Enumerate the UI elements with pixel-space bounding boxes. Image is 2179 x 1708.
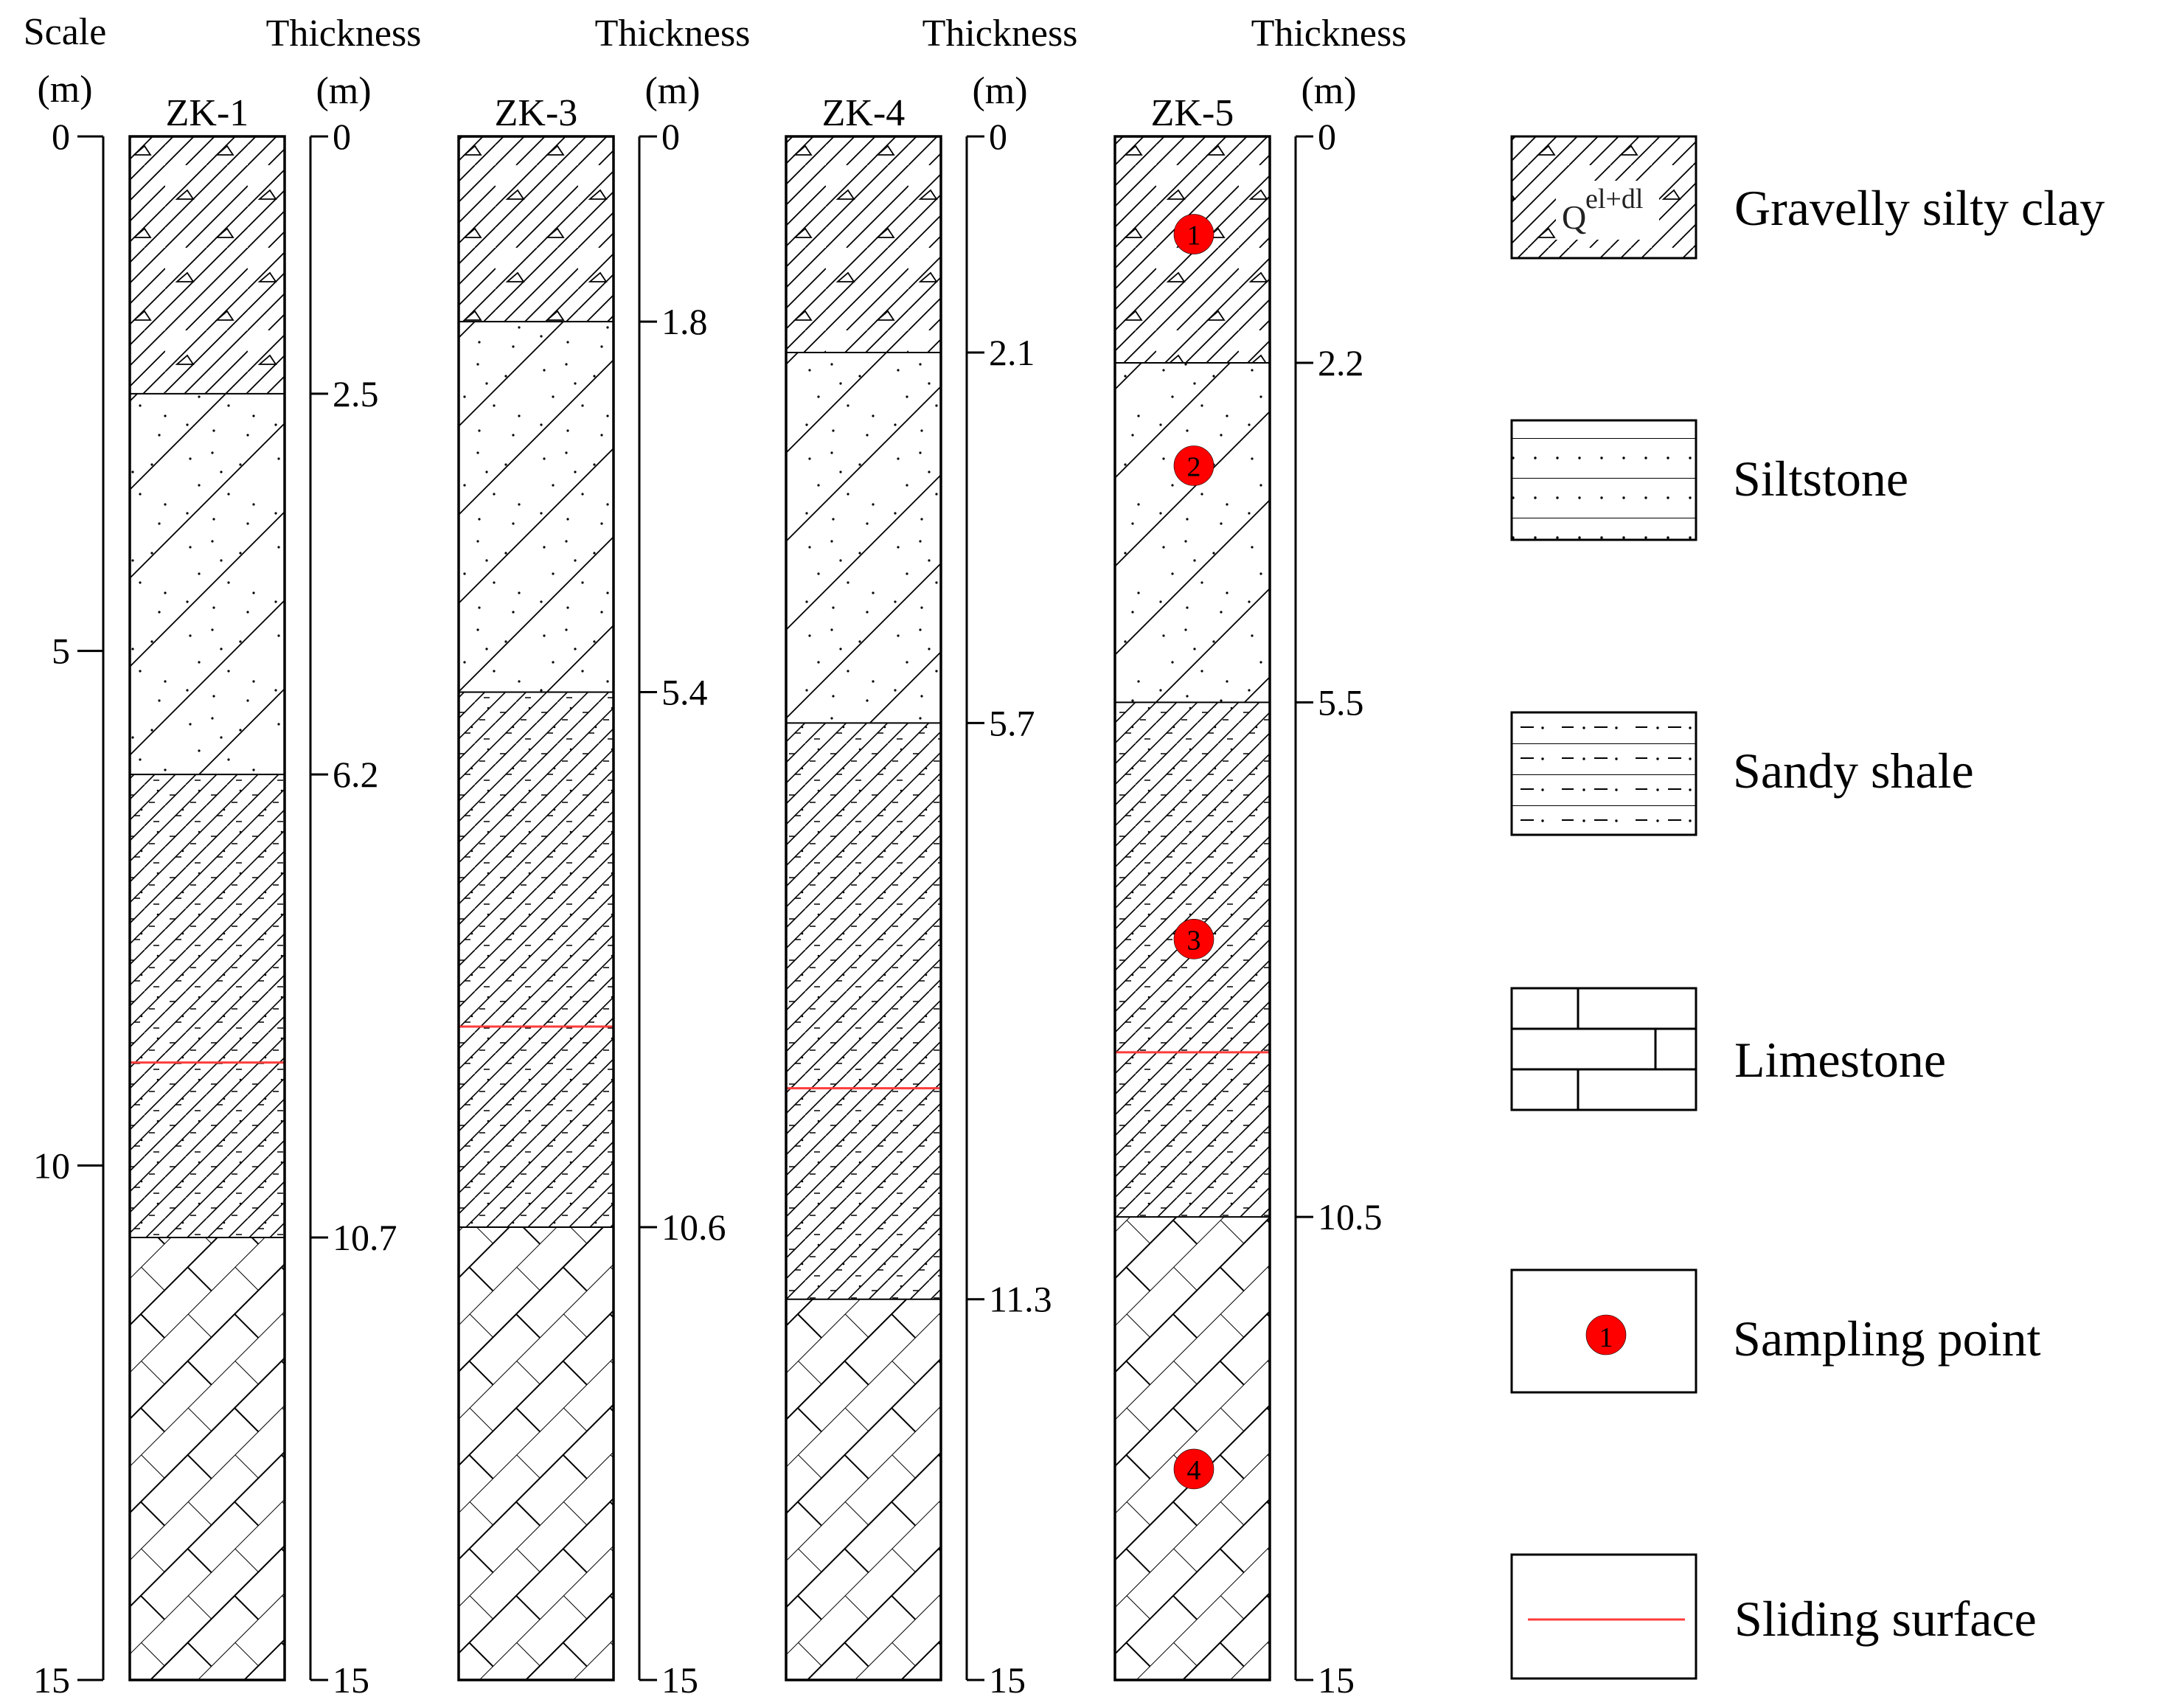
thickness-tick-label: 10.6 xyxy=(661,1207,726,1248)
scale-axis: Scale (m) 0 5 10 15 xyxy=(24,11,107,1701)
legend-label-sampling-point: Sampling point xyxy=(1733,1310,2041,1367)
borehole-title: ZK-3 xyxy=(495,92,578,134)
borehole-zk-4: ZK-4 Thickness (m)0 2.1 5.7 11.3 15 xyxy=(785,13,1078,1701)
thickness-tick-label: 1.8 xyxy=(661,301,708,342)
legend-symbol-q: Q xyxy=(1562,198,1586,236)
legend-symbol-superscript: el+dl xyxy=(1585,184,1643,215)
thickness-title: Thickness xyxy=(922,13,1078,55)
layer-sandy-shale xyxy=(1115,702,1270,1218)
thickness-tick-label: 0 xyxy=(333,116,351,157)
layer-sandy-shale xyxy=(459,692,614,1228)
legend-label-gravelly-silty-clay: Gravelly silty clay xyxy=(1734,180,2105,236)
layer-gravelly-silty-clay xyxy=(130,136,285,394)
sampling-point-marker xyxy=(1173,214,1214,254)
thickness-tick-label: 0 xyxy=(661,116,680,157)
legend: Q el+dl Gravelly silty clay Siltstone Sa… xyxy=(1510,135,2105,1680)
thickness-tick-label: 6.2 xyxy=(333,754,379,795)
borehole-zk-3: ZK-3 Thickness (m)0 1.8 5.4 10.6 15 xyxy=(457,13,751,1701)
legend-marker-label: 1 xyxy=(1599,1322,1613,1353)
layer-gravelly-silty-clay xyxy=(786,136,941,353)
layer-siltstone xyxy=(786,353,941,723)
thickness-tick-label: 10.7 xyxy=(333,1217,397,1258)
layer-limestone xyxy=(1115,1217,1270,1680)
borehole-title: ZK-4 xyxy=(822,92,906,134)
scale-unit: (m) xyxy=(37,69,92,111)
layer-limestone xyxy=(459,1227,614,1680)
layer-sandy-shale xyxy=(786,723,941,1299)
sampling-point-marker-icon xyxy=(1585,1314,1627,1355)
sampling-point-marker xyxy=(1173,919,1214,959)
legend-swatch-sliding-surface xyxy=(1510,1553,1697,1680)
thickness-tick-label: 15 xyxy=(333,1659,369,1701)
legend-item-siltstone: Siltstone xyxy=(1510,419,1908,541)
borehole-zk-1: ZK-1 Thickness (m)0 2.5 6.2 10.7 15 xyxy=(128,13,422,1701)
legend-label-sliding-surface: Sliding surface xyxy=(1734,1591,2037,1647)
thickness-tick-label: 5.7 xyxy=(989,702,1035,743)
layer-sandy-shale xyxy=(130,774,285,1238)
borehole-column-frame xyxy=(128,135,286,1681)
legend-item-gravelly-silty-clay: Q el+dl Gravelly silty clay xyxy=(1510,135,2105,260)
sampling-point-label: 1 xyxy=(1187,221,1201,251)
legend-swatch-sandy-shale xyxy=(1510,711,1697,836)
legend-label-siltstone: Siltstone xyxy=(1733,451,1908,507)
thickness-tick-label: 11.3 xyxy=(989,1279,1052,1320)
layer-siltstone xyxy=(1115,362,1270,703)
legend-swatch-limestone xyxy=(1510,987,1697,1111)
thickness-unit: (m) xyxy=(972,70,1027,112)
borehole-title: ZK-1 xyxy=(166,92,249,134)
legend-limestone-bricks xyxy=(1512,988,1696,1110)
thickness-tick-label: 15 xyxy=(661,1659,698,1701)
thickness-tick-label: 2.1 xyxy=(989,332,1035,373)
layer-gravelly-silty-clay xyxy=(459,136,614,322)
legend-item-sampling-point: 1 Sampling point xyxy=(1510,1268,2041,1394)
scale-tick-label: 5 xyxy=(52,631,70,672)
borehole-column-frame xyxy=(1113,135,1271,1681)
legend-item-sandy-shale: Sandy shale xyxy=(1510,711,1974,836)
borehole-column-frame xyxy=(785,135,942,1681)
scale-tick-label: 10 xyxy=(33,1145,70,1186)
layer-limestone xyxy=(786,1299,941,1680)
thickness-unit: (m) xyxy=(1301,70,1356,112)
thickness-tick-label: 10.5 xyxy=(1318,1196,1383,1237)
thickness-tick-label: 2.5 xyxy=(333,373,379,414)
legend-label-sandy-shale: Sandy shale xyxy=(1733,743,1974,799)
layer-siltstone xyxy=(459,322,614,692)
thickness-tick-label: 15 xyxy=(1318,1659,1355,1701)
thickness-title: Thickness xyxy=(266,13,422,55)
sampling-point-label: 2 xyxy=(1187,452,1201,483)
thickness-title: Thickness xyxy=(1251,13,1407,55)
scale-tick-label: 0 xyxy=(52,116,70,157)
thickness-tick-label: 2.2 xyxy=(1318,342,1364,383)
legend-swatch-siltstone xyxy=(1510,419,1697,541)
legend-item-limestone: Limestone xyxy=(1510,987,1946,1111)
sampling-point-marker xyxy=(1173,445,1214,486)
scale-ticks: 0 5 10 15 xyxy=(33,116,103,1701)
borehole-zk-5: ZK-5 Thickness (m)0 2.2 5.5 10.5 15 1 2 3 4 xyxy=(1113,13,1407,1701)
sampling-point-label: 4 xyxy=(1187,1455,1201,1486)
borehole-column-frame xyxy=(457,135,615,1681)
layer-limestone xyxy=(130,1237,285,1680)
legend-label-limestone: Limestone xyxy=(1734,1032,1946,1088)
thickness-tick-label: 0 xyxy=(989,116,1007,157)
thickness-unit: (m) xyxy=(644,70,700,112)
thickness-unit: (m) xyxy=(316,70,371,112)
scale-title: Scale xyxy=(24,11,107,53)
scale-tick-label: 15 xyxy=(33,1659,70,1701)
sampling-point-marker xyxy=(1173,1448,1214,1490)
thickness-tick-label: 15 xyxy=(989,1659,1026,1701)
sampling-point-label: 3 xyxy=(1187,925,1201,956)
thickness-tick-label: 5.5 xyxy=(1318,681,1364,723)
thickness-tick-label: 0 xyxy=(1318,116,1336,157)
legend-item-sliding-surface: Sliding surface xyxy=(1510,1553,2037,1680)
borehole-title: ZK-5 xyxy=(1151,92,1234,134)
layer-siltstone xyxy=(130,393,285,775)
legend-symbol-backdrop xyxy=(1556,181,1659,240)
thickness-tick-label: 5.4 xyxy=(661,671,708,712)
thickness-title: Thickness xyxy=(595,13,751,55)
boreholes: ZK-1Thickness(m)02.56.210.715ZK-3Thickne… xyxy=(128,13,1407,1701)
